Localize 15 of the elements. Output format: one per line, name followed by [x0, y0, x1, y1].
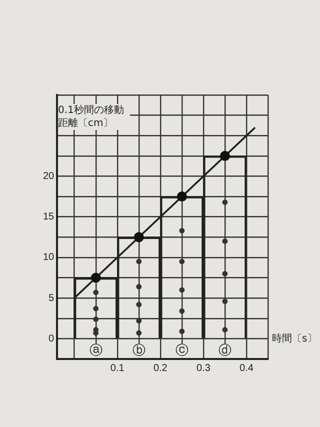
- x-tick-label: 0.4: [240, 362, 254, 374]
- y-tick-label: 10: [43, 252, 55, 264]
- annotation: ⓒ: [175, 343, 188, 358]
- x-tick-label: 0.2: [153, 362, 168, 374]
- x-tick-label: 0.1: [110, 362, 125, 374]
- y-tick-label: 0: [48, 333, 55, 344]
- annotation: ⓓ: [218, 343, 232, 358]
- x-tick-label: 0.3: [196, 362, 211, 374]
- y-tick-label: 20: [43, 170, 55, 182]
- y-tick-label: 15: [43, 212, 55, 223]
- y-axis-title: 0.1秒間の移動距離〔cm〕: [58, 104, 130, 130]
- annotation: ⓐ: [89, 343, 102, 358]
- x-axis-title: 時間〔s〕: [272, 332, 318, 344]
- annotation: ⓑ: [132, 343, 146, 358]
- y-tick-label: 5: [48, 292, 55, 304]
